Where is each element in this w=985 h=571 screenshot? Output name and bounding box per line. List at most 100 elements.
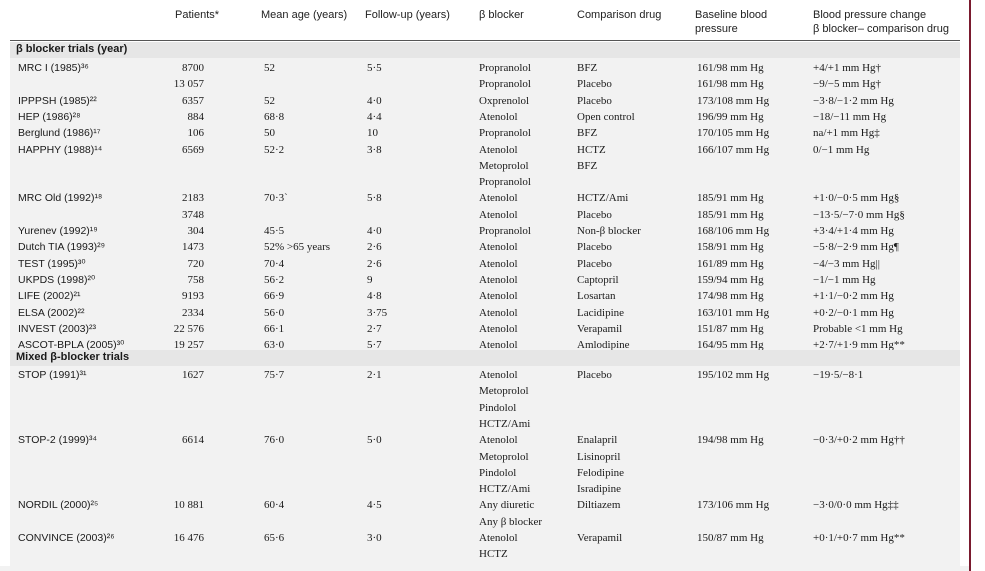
trial-name: TEST (1995)³⁰ bbox=[18, 257, 86, 270]
beta-blocker-cell: Propranolol bbox=[479, 127, 531, 140]
beta-blocker-cell: Pindolol bbox=[479, 401, 517, 414]
bp-change-cell: −1/−1 mm Hg bbox=[813, 273, 876, 286]
baseline-bp-cell: 195/102 mm Hg bbox=[697, 369, 770, 381]
patients-cell: 3748 bbox=[182, 208, 204, 221]
mean-age-cell: 56·2 bbox=[264, 273, 285, 286]
table-row: HEP (1986)²⁸ 884 68·8 4·4 Atenolol Open contr… bbox=[0, 109, 960, 125]
baseline-bp-cell: 161/98 mm Hg bbox=[697, 78, 764, 91]
trial-name: CONVINCE (2003)²⁶ bbox=[18, 532, 115, 544]
beta-blocker-cell: Atenolol bbox=[479, 273, 518, 286]
beta-blocker-cell: Propranolol bbox=[479, 62, 531, 74]
patients-cell: 13 057 bbox=[173, 78, 204, 91]
patients-cell: 758 bbox=[187, 273, 205, 286]
trial-name: ELSA (2002)²² bbox=[18, 306, 85, 319]
bp-change-cell: +1·1/−0·2 mm Hg bbox=[813, 290, 894, 303]
mean-age-cell: 60·4 bbox=[264, 499, 285, 512]
comparison-drug-cell: Enalapril bbox=[577, 434, 618, 447]
baseline-bp-cell: 170/105 mm Hg bbox=[697, 127, 770, 140]
baseline-bp-cell: 161/89 mm Hg bbox=[697, 257, 764, 270]
trial-name: STOP (1991)³¹ bbox=[18, 369, 87, 381]
comparison-drug-cell: Placebo bbox=[577, 78, 612, 91]
beta-blocker-cell: Any β blocker bbox=[479, 515, 543, 528]
comparison-drug-cell: Placebo bbox=[577, 241, 612, 254]
section-band-mixed bbox=[10, 366, 960, 566]
comparison-drug-cell: Placebo bbox=[577, 94, 612, 107]
table-row: Pindolol Felodipine bbox=[0, 465, 960, 481]
baseline-bp-cell: 150/87 mm Hg bbox=[697, 532, 764, 544]
bp-change-cell: −5·8/−2·9 mm Hg¶ bbox=[813, 241, 899, 254]
comparison-drug-cell: BFZ bbox=[577, 62, 598, 74]
follow-up-cell: 4·4 bbox=[367, 110, 382, 123]
follow-up-cell: 2·7 bbox=[367, 322, 382, 335]
table-footer-band bbox=[0, 566, 969, 571]
table-row: Metoprolol bbox=[0, 383, 960, 399]
beta-blocker-cell: Any diuretic bbox=[479, 499, 535, 512]
comparison-drug-cell: BFZ bbox=[577, 127, 598, 140]
mean-age-cell: 45·5 bbox=[264, 225, 285, 237]
beta-blocker-cell: HCTZ/Ami bbox=[479, 483, 531, 496]
follow-up-cell: 4·0 bbox=[367, 225, 382, 237]
table-row: HAPPHY (1988)¹⁴ 6569 52·2 3·8 Atenolol HCTZ 16… bbox=[0, 142, 960, 158]
header-baseline-bp-line2: pressure bbox=[695, 23, 738, 35]
beta-blocker-cell: Metoprolol bbox=[479, 385, 529, 398]
table-row: MRC Old (1992)¹⁸ 2183 70·3` 5·8 Atenolol HCTZ… bbox=[0, 190, 960, 206]
bp-change-cell: +1·0/−0·5 mm Hg§ bbox=[813, 192, 900, 205]
mean-age-cell: 66·1 bbox=[264, 322, 285, 335]
bp-change-cell: +0·2/−0·1 mm Hg bbox=[813, 306, 894, 319]
header-beta-blocker: β blocker bbox=[479, 9, 524, 21]
follow-up-cell: 2·6 bbox=[367, 241, 382, 254]
comparison-drug-cell: Open control bbox=[577, 110, 635, 123]
table-row: STOP (1991)³¹ 1627 75·7 2·1 Atenolol Placebo 1… bbox=[0, 367, 960, 383]
beta-blocker-cell: HCTZ/Ami bbox=[479, 417, 531, 430]
bp-change-cell: −9/−5 mm Hg† bbox=[813, 78, 882, 91]
mean-age-cell: 75·7 bbox=[264, 369, 285, 381]
bp-change-cell: +2·7/+1·9 mm Hg** bbox=[813, 339, 905, 352]
trial-name: HEP (1986)²⁸ bbox=[18, 110, 81, 123]
comparison-drug-cell: Captopril bbox=[577, 273, 619, 286]
comparison-drug-cell: Verapamil bbox=[577, 532, 623, 544]
beta-blocker-cell: Atenolol bbox=[479, 192, 518, 205]
baseline-bp-cell: 163/101 mm Hg bbox=[697, 306, 770, 319]
page-edge-rule bbox=[969, 0, 971, 571]
bp-change-cell: +4/+1 mm Hg† bbox=[813, 62, 882, 74]
table-row: Berglund (1986)¹⁷ 106 50 10 Propranolol BFZ 17… bbox=[0, 125, 960, 141]
table-header: Patients* Mean age (years) Follow-up (ye… bbox=[0, 0, 960, 40]
follow-up-cell: 9 bbox=[367, 273, 373, 286]
header-baseline-bp-line1: Baseline blood bbox=[695, 9, 768, 21]
table-row: 13 057 Propranolol Placebo 161/98 mm Hg −9/−… bbox=[0, 76, 960, 92]
beta-blocker-cell: Atenolol bbox=[479, 434, 518, 447]
patients-cell: 720 bbox=[187, 257, 205, 270]
table-row: Pindolol bbox=[0, 400, 960, 416]
baseline-bp-cell: 185/91 mm Hg bbox=[697, 208, 764, 221]
patients-cell: 106 bbox=[187, 127, 205, 140]
mean-age-cell: 52·2 bbox=[264, 143, 285, 156]
table-row: HCTZ bbox=[0, 546, 960, 562]
follow-up-cell: 2·6 bbox=[367, 257, 382, 270]
patients-cell: 8700 bbox=[182, 62, 204, 74]
patients-cell: 1627 bbox=[182, 369, 204, 381]
trial-name: NORDIL (2000)²⁵ bbox=[18, 499, 99, 512]
bp-change-cell: −13·5/−7·0 mm Hg§ bbox=[813, 208, 905, 221]
table-row: 3748 Atenolol Placebo 185/91 mm Hg −13·5/−7·… bbox=[0, 207, 960, 223]
trial-name: UKPDS (1998)²⁰ bbox=[18, 273, 96, 286]
mean-age-cell: 56·0 bbox=[264, 306, 285, 319]
beta-blocker-cell: Propranolol bbox=[479, 78, 531, 91]
section-title: β blocker trials (year) bbox=[16, 43, 128, 55]
bp-change-cell: −3·0/0·0 mm Hg‡‡ bbox=[813, 499, 899, 512]
bp-change-cell: −19·5/−8·1 bbox=[813, 369, 864, 381]
follow-up-cell: 4·5 bbox=[367, 499, 382, 512]
bp-change-cell: −18/−11 mm Hg bbox=[813, 110, 887, 123]
table-row: Metoprolol BFZ bbox=[0, 158, 960, 174]
trial-name: HAPPHY (1988)¹⁴ bbox=[18, 143, 103, 156]
patients-cell: 9193 bbox=[182, 290, 204, 303]
comparison-drug-cell: Placebo bbox=[577, 208, 612, 221]
section-band-beta bbox=[10, 58, 960, 350]
section-beta-blocker-trials: β blocker trials (year) bbox=[10, 42, 960, 58]
follow-up-cell: 3·0 bbox=[367, 532, 382, 544]
beta-blocker-cell: Atenolol bbox=[479, 110, 518, 123]
follow-up-cell: 2·1 bbox=[367, 369, 382, 381]
patients-cell: 304 bbox=[187, 225, 205, 237]
trial-name: MRC Old (1992)¹⁸ bbox=[18, 192, 103, 205]
table-row: INVEST (2003)²³ 22 576 66·1 2·7 Atenolol Vera… bbox=[0, 321, 960, 337]
